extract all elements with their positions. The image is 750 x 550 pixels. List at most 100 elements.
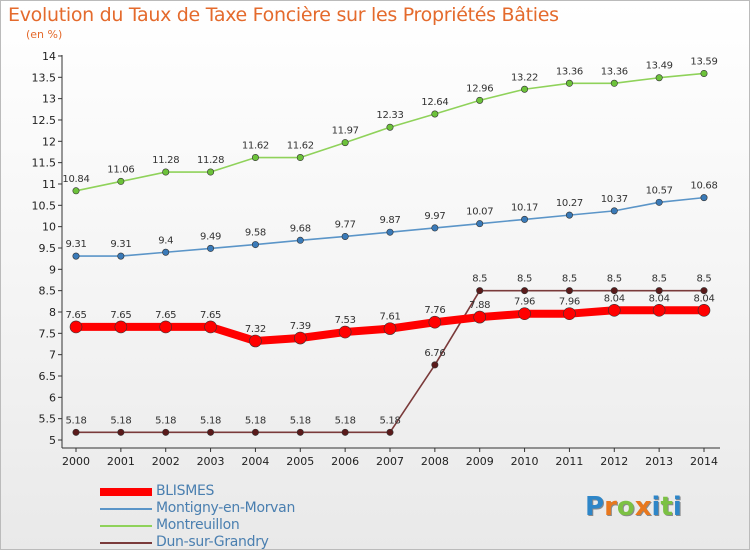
y-tick-label: 7 bbox=[49, 349, 56, 362]
y-tick-label: 11 bbox=[42, 178, 56, 191]
x-tick-label: 2012 bbox=[600, 455, 628, 468]
data-label-montigny-en-morvan: 9.68 bbox=[290, 223, 311, 234]
y-tick-label: 12.5 bbox=[32, 114, 57, 127]
y-tick-label: 13 bbox=[42, 93, 56, 106]
data-label-montreuillon: 10.84 bbox=[62, 174, 89, 185]
x-tick-label: 2011 bbox=[555, 455, 583, 468]
logo-letter: P bbox=[585, 492, 605, 522]
data-label-dun-sur-grandry: 5.18 bbox=[335, 415, 356, 426]
data-label-montigny-en-morvan: 10.68 bbox=[690, 181, 717, 192]
data-label-blismes: 7.65 bbox=[65, 310, 86, 321]
data-label-montigny-en-morvan: 9.77 bbox=[335, 219, 356, 230]
data-label-blismes: 7.96 bbox=[514, 297, 535, 308]
data-label-blismes: 7.88 bbox=[469, 300, 490, 311]
data-point-montreuillon bbox=[521, 85, 529, 93]
data-point-montreuillon bbox=[700, 69, 708, 77]
data-point-montigny-en-morvan bbox=[610, 207, 618, 215]
y-tick-label: 13.5 bbox=[32, 71, 57, 84]
data-point-dun-sur-grandry bbox=[565, 287, 573, 295]
data-label-montreuillon: 12.96 bbox=[466, 83, 493, 94]
data-point-montreuillon bbox=[565, 79, 573, 87]
data-point-dun-sur-grandry bbox=[296, 428, 304, 436]
data-label-blismes: 7.96 bbox=[559, 297, 580, 308]
x-tick-label: 2005 bbox=[286, 455, 314, 468]
data-point-blismes bbox=[607, 303, 621, 317]
data-point-montreuillon bbox=[72, 187, 80, 195]
data-point-blismes bbox=[518, 307, 531, 320]
data-label-montigny-en-morvan: 10.57 bbox=[646, 185, 673, 196]
data-label-dun-sur-grandry: 8.5 bbox=[517, 274, 532, 285]
x-tick-label: 2000 bbox=[62, 455, 90, 468]
proxiti-logo[interactable]: Proxiti bbox=[585, 492, 682, 522]
data-label-dun-sur-grandry: 5.18 bbox=[379, 415, 400, 426]
data-label-montreuillon: 11.28 bbox=[197, 155, 224, 166]
x-tick-label: 2008 bbox=[421, 455, 449, 468]
data-point-dun-sur-grandry bbox=[72, 428, 80, 436]
y-tick-label: 14 bbox=[42, 50, 56, 63]
data-point-montigny-en-morvan bbox=[207, 244, 215, 252]
data-label-blismes: 7.65 bbox=[200, 310, 221, 321]
data-label-montreuillon: 11.62 bbox=[287, 141, 314, 152]
y-tick-label: 9.5 bbox=[39, 242, 57, 255]
legend-swatch bbox=[100, 525, 152, 527]
data-label-montreuillon: 11.06 bbox=[107, 164, 134, 175]
data-point-montigny-en-morvan bbox=[162, 248, 170, 256]
y-tick-label: 8.5 bbox=[39, 285, 57, 298]
data-point-dun-sur-grandry bbox=[251, 428, 259, 436]
data-point-montigny-en-morvan bbox=[386, 228, 394, 236]
legend-swatch bbox=[100, 488, 152, 496]
data-point-blismes bbox=[204, 320, 217, 334]
x-tick-label: 2007 bbox=[376, 455, 404, 468]
data-point-montreuillon bbox=[207, 168, 215, 176]
y-tick-label: 10 bbox=[42, 221, 56, 234]
data-label-blismes: 8.04 bbox=[604, 293, 625, 304]
data-point-montigny-en-morvan bbox=[117, 252, 125, 260]
x-tick-label: 2004 bbox=[241, 455, 269, 468]
data-label-montreuillon: 13.49 bbox=[646, 61, 673, 72]
data-label-blismes: 8.04 bbox=[693, 293, 714, 304]
data-label-blismes: 7.32 bbox=[245, 324, 266, 335]
legend-label: Montigny-en-Morvan bbox=[156, 500, 296, 516]
data-point-montreuillon bbox=[610, 79, 618, 87]
data-point-blismes bbox=[383, 322, 397, 335]
data-point-dun-sur-grandry bbox=[117, 428, 125, 436]
data-point-dun-sur-grandry bbox=[341, 428, 349, 436]
data-point-montigny-en-morvan bbox=[431, 224, 439, 232]
y-tick-label: 10.5 bbox=[32, 199, 57, 212]
y-tick-label: 5.5 bbox=[39, 413, 57, 426]
data-label-montreuillon: 13.22 bbox=[511, 72, 538, 83]
data-label-dun-sur-grandry: 5.18 bbox=[155, 415, 176, 426]
data-label-dun-sur-grandry: 8.5 bbox=[696, 274, 711, 285]
data-label-montigny-en-morvan: 9.31 bbox=[110, 239, 131, 250]
data-point-montigny-en-morvan bbox=[476, 220, 484, 228]
data-label-dun-sur-grandry: 8.5 bbox=[472, 274, 487, 285]
data-point-blismes bbox=[428, 315, 442, 329]
y-tick-label: 12 bbox=[42, 135, 56, 148]
data-point-montreuillon bbox=[251, 154, 259, 162]
series-line-montreuillon bbox=[75, 72, 705, 192]
data-point-montreuillon bbox=[162, 168, 170, 176]
data-point-blismes bbox=[473, 310, 487, 324]
data-label-montreuillon: 11.28 bbox=[152, 155, 179, 166]
data-point-blismes bbox=[114, 320, 128, 334]
data-point-montreuillon bbox=[476, 96, 484, 104]
data-label-dun-sur-grandry: 8.5 bbox=[607, 274, 622, 285]
data-label-montigny-en-morvan: 9.97 bbox=[424, 211, 445, 222]
data-point-dun-sur-grandry bbox=[207, 428, 215, 436]
x-tick-label: 2003 bbox=[197, 455, 225, 468]
legend-label: Dun-sur-Grandry bbox=[156, 534, 269, 550]
logo-letter: t bbox=[660, 492, 673, 522]
data-label-montigny-en-morvan: 9.58 bbox=[245, 228, 266, 239]
data-label-montreuillon: 13.36 bbox=[601, 66, 628, 77]
data-label-montigny-en-morvan: 10.37 bbox=[601, 194, 628, 205]
data-point-montreuillon bbox=[431, 110, 439, 118]
y-tick-label: 5 bbox=[49, 434, 56, 447]
data-label-dun-sur-grandry: 8.5 bbox=[562, 274, 577, 285]
y-tick-label: 11.5 bbox=[32, 157, 57, 170]
data-point-montigny-en-morvan bbox=[251, 241, 259, 249]
data-point-montigny-en-morvan bbox=[521, 215, 529, 223]
legend-label: BLISMES bbox=[156, 483, 215, 499]
data-label-blismes: 7.39 bbox=[290, 321, 311, 332]
legend-swatch bbox=[100, 508, 152, 510]
